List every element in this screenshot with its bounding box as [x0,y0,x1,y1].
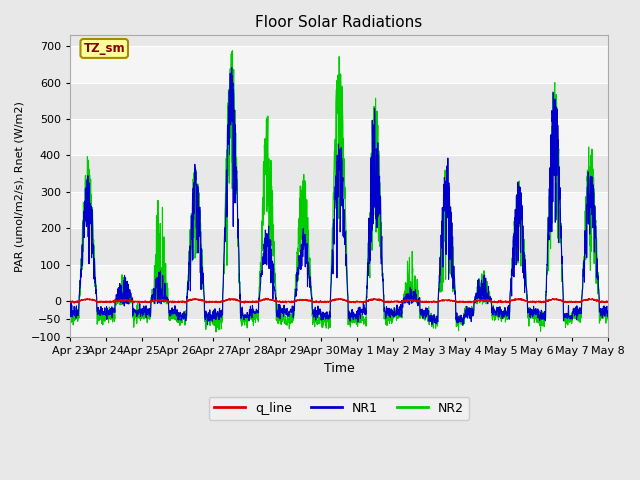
Bar [70,319,608,337]
Title: Floor Solar Radiations: Floor Solar Radiations [255,15,422,30]
X-axis label: Time: Time [324,362,355,375]
Text: TZ_sm: TZ_sm [83,42,125,55]
Legend: q_line, NR1, NR2: q_line, NR1, NR2 [209,396,469,420]
Bar [70,264,608,301]
Bar [70,192,608,228]
Y-axis label: PAR (umol/m2/s), Rnet (W/m2): PAR (umol/m2/s), Rnet (W/m2) [15,101,25,272]
Bar [70,46,608,83]
Bar [70,119,608,156]
